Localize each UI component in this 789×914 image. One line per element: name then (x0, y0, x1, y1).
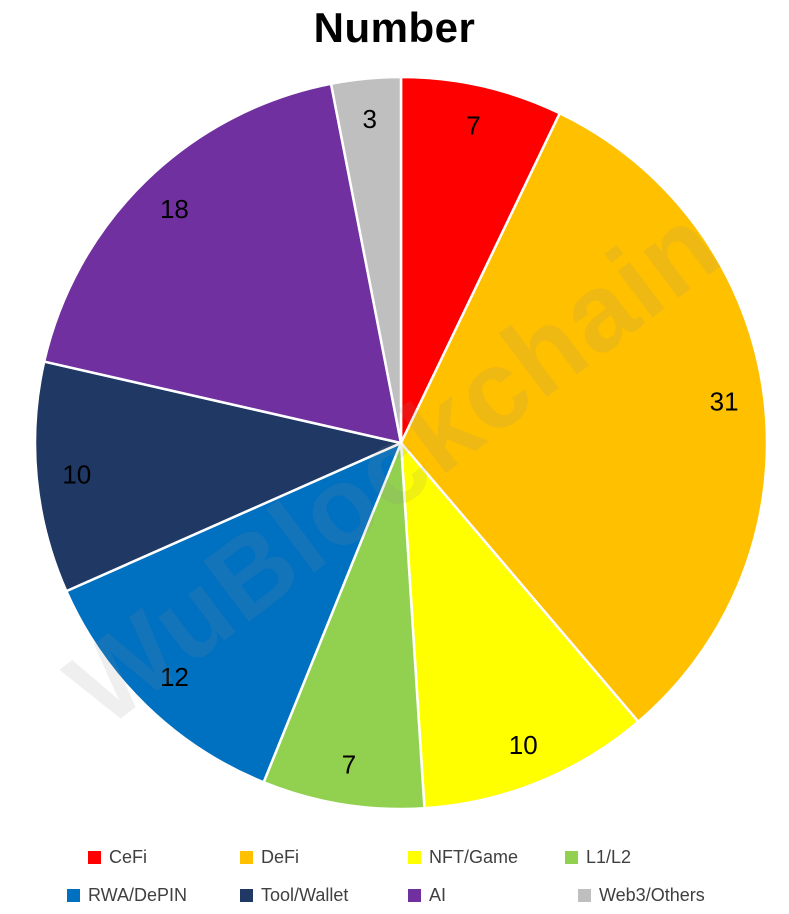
legend-item-tool-wallet: Tool/Wallet (240, 885, 348, 906)
legend-swatch-web3-others (578, 889, 591, 902)
pie-slice-defi (399, 112, 769, 723)
pie-value-label-ai: 18 (160, 194, 189, 224)
pie-slice-l1-l2 (262, 441, 426, 811)
pie-slice-rwa-depin (65, 441, 403, 784)
legend-label-tool-wallet: Tool/Wallet (261, 885, 349, 905)
pie-slice-cefi (399, 75, 562, 445)
legend-label-l1-l2: L1/L2 (586, 847, 632, 867)
legend-swatch-tool-wallet (240, 889, 253, 902)
pie-value-label-web3-others: 3 (362, 104, 376, 134)
pie-value-label-cefi: 7 (466, 110, 480, 140)
legend-item-cefi: CeFi (88, 847, 147, 868)
legend-item-nft-game: NFT/Game (408, 847, 518, 868)
chart-title: Number (313, 4, 476, 51)
legend-label-ai: AI (429, 885, 447, 905)
pie-value-label-rwa-depin: 12 (160, 662, 189, 692)
legend-item-l1-l2: L1/L2 (565, 847, 631, 868)
legend-label-cefi: CeFi (109, 847, 148, 867)
legend-label-nft-game: NFT/Game (429, 847, 519, 867)
legend-swatch-cefi (88, 851, 101, 864)
legend-swatch-ai (408, 889, 421, 902)
pie-value-label-tool-wallet: 10 (62, 459, 91, 489)
legend-item-defi: DeFi (240, 847, 299, 868)
legend-swatch-l1-l2 (565, 851, 578, 864)
pie-slice-nft-game (399, 441, 640, 810)
legend-item-rwa-depin: RWA/DePIN (67, 885, 187, 906)
legend-label-rwa-depin: RWA/DePIN (88, 885, 188, 905)
pie-value-label-defi: 31 (710, 386, 739, 416)
legend-swatch-rwa-depin (67, 889, 80, 902)
legend-swatch-nft-game (408, 851, 421, 864)
pie-value-label-nft-game: 10 (509, 730, 538, 760)
legend-label-web3-others: Web3/Others (599, 885, 705, 905)
pie-slice-ai (42, 82, 403, 445)
pie-slice-web3-others (329, 75, 403, 445)
legend-label-defi: DeFi (261, 847, 300, 867)
pie-slice-tool-wallet (33, 360, 403, 593)
legend-item-ai: AI (408, 885, 446, 906)
legend-item-web3-others: Web3/Others (578, 885, 705, 906)
legend-swatch-defi (240, 851, 253, 864)
pie-value-label-l1-l2: 7 (342, 750, 356, 780)
